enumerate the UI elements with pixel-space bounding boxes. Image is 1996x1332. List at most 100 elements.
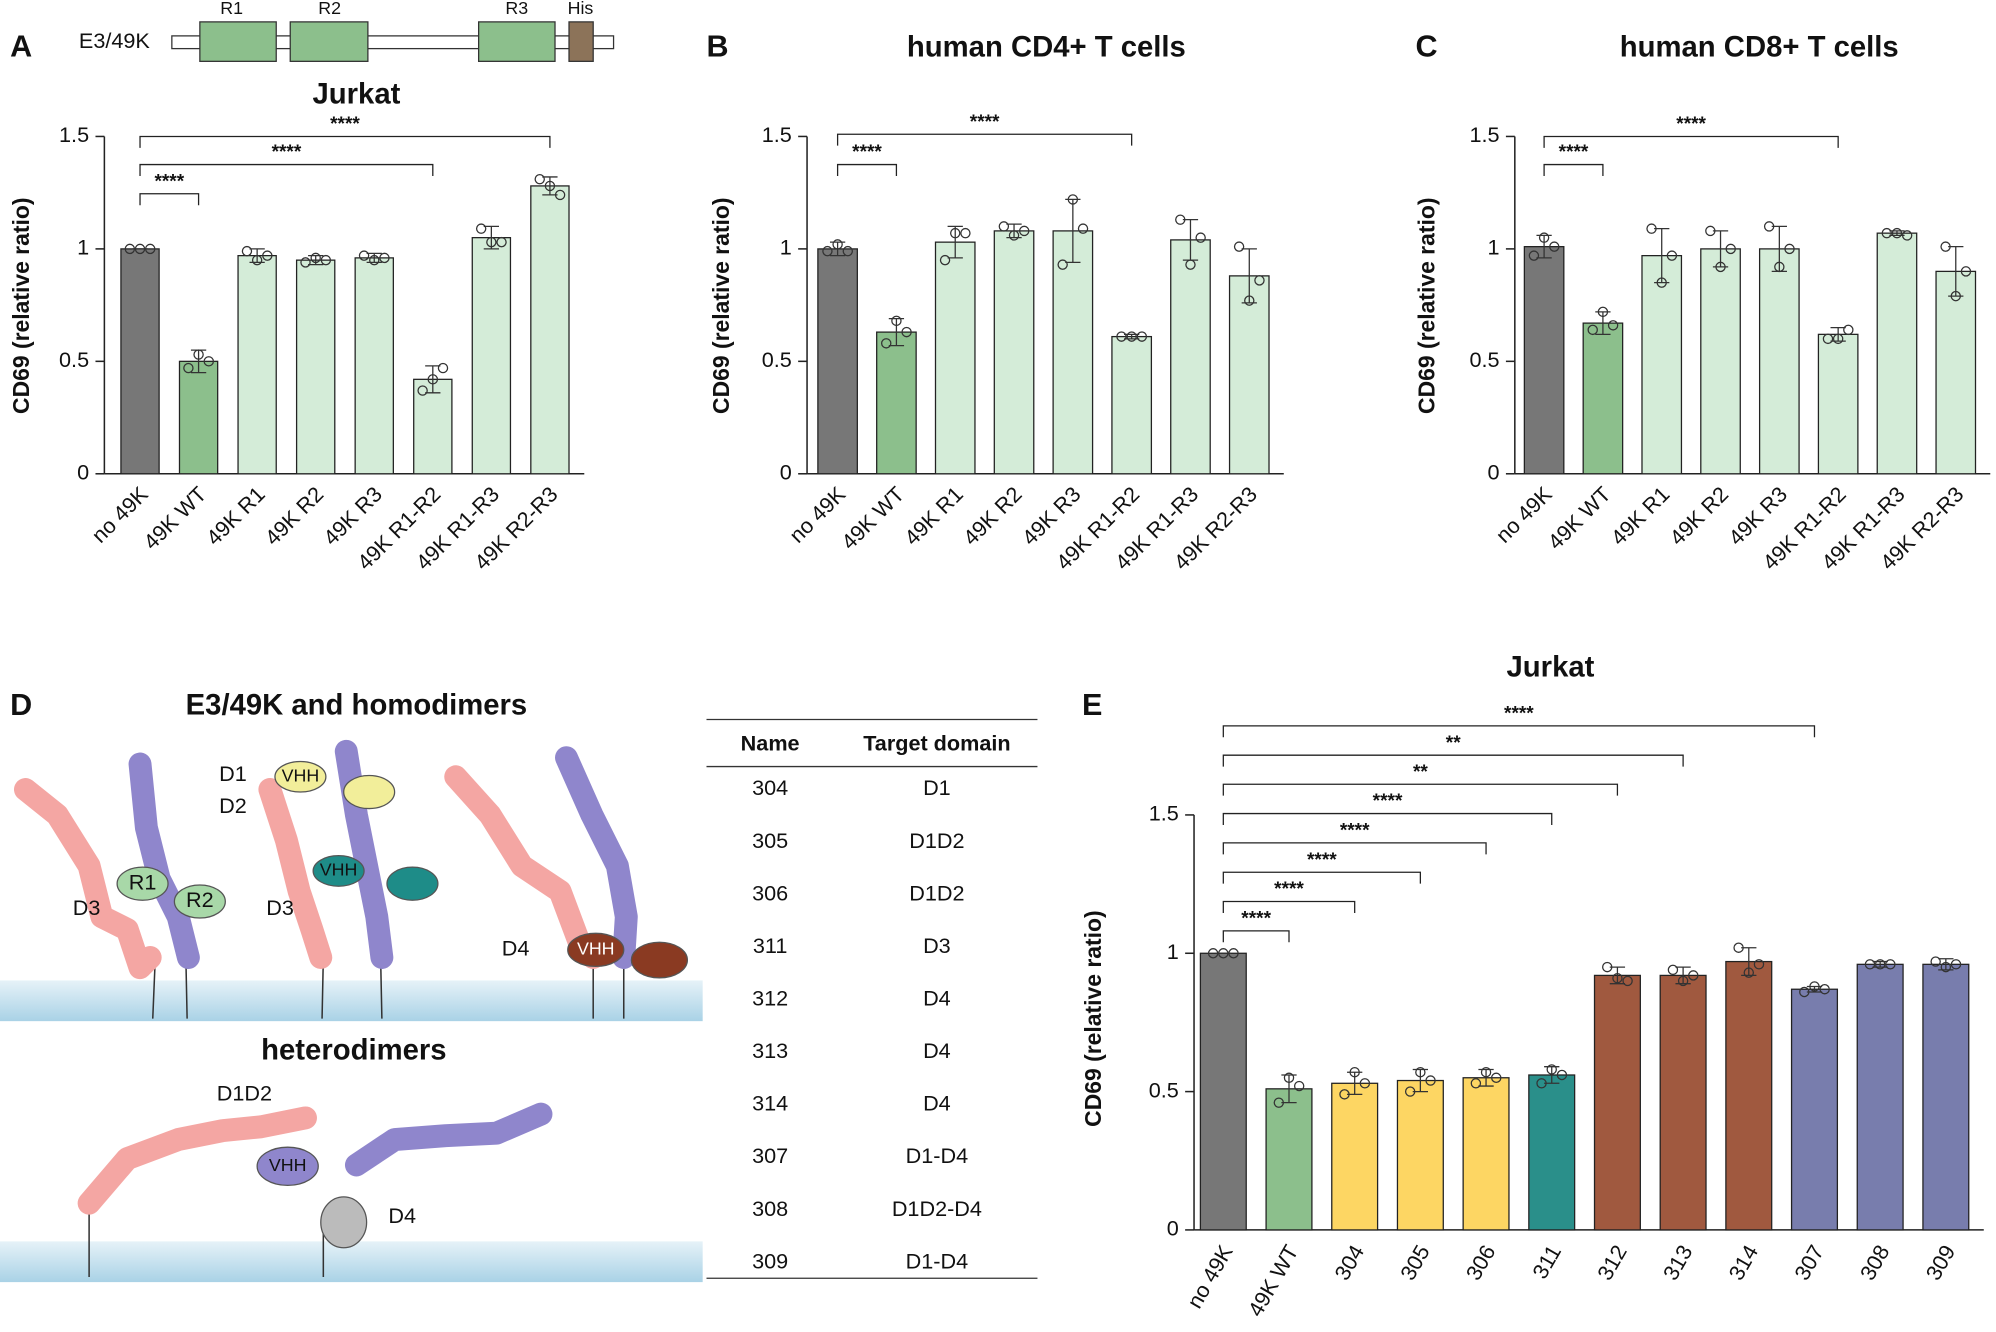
data-point (1688, 970, 1699, 981)
bar (1700, 248, 1741, 475)
data-point (1491, 1072, 1502, 1083)
panel-letter: C (1416, 30, 1438, 64)
data-point (486, 236, 497, 248)
x-tick-label: 304 (1329, 1241, 1369, 1285)
data-point (134, 243, 146, 255)
schematic-label: R2 (318, 0, 341, 18)
domain-blob (343, 774, 396, 810)
table-cell: 309 (752, 1248, 788, 1273)
schematic-box (289, 21, 369, 62)
significance-label: **** (330, 114, 360, 135)
bar (1659, 974, 1707, 1231)
bar (471, 237, 512, 475)
table-cell: D3 (923, 933, 951, 958)
table-cell: D1-D4 (906, 1248, 969, 1273)
diagram-title: E3/49K and homodimers (186, 689, 528, 721)
data-point (1940, 961, 1952, 973)
data-point (1077, 223, 1089, 234)
data-point (1809, 981, 1820, 992)
data-point (241, 245, 253, 257)
chart-title: Jurkat (1507, 651, 1595, 683)
data-point (1885, 959, 1896, 970)
diagram-label: D4 (388, 1203, 416, 1228)
data-point (998, 221, 1010, 232)
bar (1462, 1077, 1510, 1231)
x-tick-label: 306 (1461, 1241, 1501, 1285)
data-point (1019, 225, 1030, 237)
table: Name Target domain (706, 718, 1038, 1279)
data-point (1832, 333, 1844, 345)
bar (1817, 333, 1859, 475)
error-bar (1872, 960, 1888, 968)
bar (1331, 1082, 1379, 1231)
significance-label: **** (1559, 142, 1589, 163)
bar (1265, 1088, 1313, 1231)
data-point (1901, 230, 1913, 241)
y-tick-label: 0.5 (59, 347, 89, 372)
significance-bracket (1222, 812, 1553, 826)
chain (344, 1102, 553, 1177)
data-point (1195, 232, 1206, 243)
data-point (300, 257, 311, 268)
data-point (1819, 984, 1830, 995)
data-point (1940, 241, 1951, 252)
data-point (1602, 961, 1613, 973)
x-tick-label: 49K R2 (958, 482, 1027, 551)
data-point (544, 180, 556, 192)
chain (555, 746, 638, 969)
bar (1758, 248, 1800, 475)
data-point (1705, 225, 1716, 237)
data-point (534, 173, 545, 185)
x-tick-label: 307 (1789, 1241, 1829, 1285)
data-point (901, 326, 912, 338)
y-tick-label: 1 (77, 235, 89, 260)
data-point (1293, 1080, 1305, 1092)
chain (14, 778, 162, 980)
table-cell: D4 (923, 1091, 951, 1116)
error-bar (1478, 1068, 1494, 1087)
bar (1876, 232, 1918, 475)
data-point (1228, 948, 1239, 959)
bar (1593, 974, 1641, 1231)
data-point (1283, 1072, 1295, 1083)
data-point (1950, 290, 1961, 302)
data-point (1470, 1078, 1482, 1089)
data-point (1339, 1089, 1350, 1100)
data-point (1891, 227, 1903, 239)
data-point (554, 189, 566, 201)
data-point (1743, 967, 1755, 978)
significance-label: **** (1274, 879, 1304, 900)
significance-bracket (1222, 930, 1290, 943)
y-tick-label: 0.5 (1149, 1077, 1179, 1102)
y-tick-label: 1.5 (1469, 122, 1499, 147)
data-point (1556, 1069, 1568, 1081)
domain-blob (386, 866, 439, 901)
significance-bracket (1543, 135, 1839, 148)
schematic-box (199, 21, 277, 62)
significance-bracket (139, 163, 434, 177)
data-point (1116, 331, 1127, 342)
table-cell: D1D2-D4 (892, 1196, 982, 1221)
y-tick-label: 1.5 (762, 122, 792, 147)
table-cell: D1D2 (909, 828, 964, 853)
data-point (369, 254, 380, 266)
data-point (1067, 194, 1079, 205)
data-point (1528, 250, 1540, 261)
diagram-label: D3 (266, 895, 294, 920)
diagram-label: R2 (186, 887, 214, 912)
data-point (842, 245, 854, 257)
data-point (1725, 243, 1736, 255)
data-point (1126, 331, 1137, 342)
diagram-label: D4 (502, 936, 530, 961)
table-cell: D4 (923, 985, 951, 1010)
data-point (1677, 975, 1689, 987)
table-cell: 313 (752, 1038, 788, 1063)
domain-blob (312, 855, 365, 887)
table-cell: 311 (753, 933, 787, 958)
data-point (1881, 227, 1892, 239)
chain (444, 765, 605, 969)
domain-schematic: E3/49K R1 R2 R3 His (79, 0, 615, 62)
data-point (1774, 261, 1785, 273)
data-point (193, 349, 204, 360)
table-cell: D4 (923, 1038, 951, 1063)
